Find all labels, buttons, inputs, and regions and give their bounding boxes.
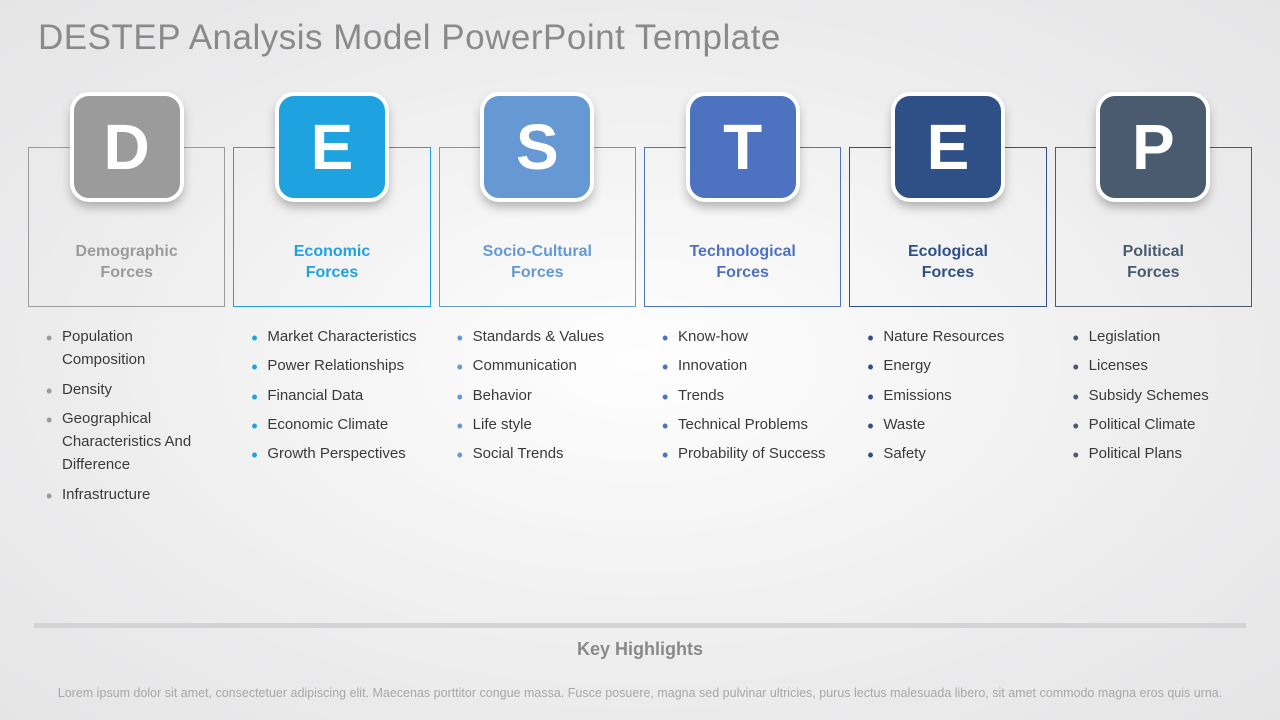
slide-title: DESTEP Analysis Model PowerPoint Templat… <box>38 18 781 58</box>
list-item: Emissions <box>869 384 1040 407</box>
tile-letter: T <box>723 110 762 184</box>
card-box: SSocio-Cultural Forces <box>439 147 636 307</box>
list-item: Subsidy Schemes <box>1075 384 1246 407</box>
card-heading: Socio-Cultural Forces <box>483 242 592 284</box>
list-item: Energy <box>869 354 1040 377</box>
bullet-list: Population Composition Density Geographica… <box>28 325 225 512</box>
list-item: Waste <box>869 413 1040 436</box>
list-item: Nature Resources <box>869 325 1040 348</box>
list-item: Financial Data <box>253 384 424 407</box>
list-item: Communication <box>459 354 630 377</box>
card-box: EEconomic Forces <box>233 147 430 307</box>
letter-tile: P <box>1097 93 1209 201</box>
tile-letter: E <box>311 110 354 184</box>
card-box: DDemographic Forces <box>28 147 225 307</box>
list-item: Trends <box>664 384 835 407</box>
destep-column: EEcological ForcesNature ResourcesEnergy… <box>849 92 1046 512</box>
list-item: Safety <box>869 442 1040 465</box>
bullet-list: Market Characteristics Power Relationship… <box>233 325 430 471</box>
letter-tile: E <box>276 93 388 201</box>
list-item: Market Characteristics <box>253 325 424 348</box>
letter-tile: S <box>481 93 593 201</box>
bullet-list: Nature Resources Energy Emissions Waste Safe… <box>849 325 1046 471</box>
list-item: Growth Perspectives <box>253 442 424 465</box>
list-item: Political Plans <box>1075 442 1246 465</box>
bullet-list: Legislation Licenses Subsidy Schemes Politi… <box>1055 325 1252 471</box>
card-heading: Technological Forces <box>689 242 795 284</box>
list-item: Economic Climate <box>253 413 424 436</box>
list-item: Social Trends <box>459 442 630 465</box>
list-item: Licenses <box>1075 354 1246 377</box>
list-item: Power Relationships <box>253 354 424 377</box>
list-item: Geographical Characteristics And Differe… <box>48 407 219 477</box>
list-item: Know-how <box>664 325 835 348</box>
letter-tile: D <box>71 93 183 201</box>
card-heading: Political Forces <box>1123 242 1184 284</box>
list-item: Legislation <box>1075 325 1246 348</box>
letter-tile: T <box>687 93 799 201</box>
list-item: Density <box>48 378 219 401</box>
card-heading: Ecological Forces <box>908 242 988 284</box>
card-box: EEcological Forces <box>849 147 1046 307</box>
key-highlights-heading: Key Highlights <box>0 639 1280 660</box>
destep-column: PPolitical ForcesLegislationLicensesSubs… <box>1055 92 1252 512</box>
destep-column: DDemographic ForcesPopulation Compositio… <box>28 92 225 512</box>
tile-letter: P <box>1132 110 1175 184</box>
bullet-list: Know-how Innovation Trends Technical Proble… <box>644 325 841 471</box>
letter-tile: E <box>892 93 1004 201</box>
card-box: PPolitical Forces <box>1055 147 1252 307</box>
list-item: Population Composition <box>48 325 219 372</box>
key-highlights-body: Lorem ipsum dolor sit amet, consectetuer… <box>0 684 1280 702</box>
divider-line <box>34 623 1246 628</box>
list-item: Probability of Success <box>664 442 835 465</box>
destep-column: EEconomic ForcesMarket CharacteristicsPo… <box>233 92 430 512</box>
list-item: Political Climate <box>1075 413 1246 436</box>
card-heading: Economic Forces <box>294 242 370 284</box>
list-item: Infrastructure <box>48 483 219 506</box>
tile-letter: D <box>104 110 150 184</box>
list-item: Technical Problems <box>664 413 835 436</box>
destep-column: TTechnological ForcesKnow-howInnovationT… <box>644 92 841 512</box>
list-item: Standards & Values <box>459 325 630 348</box>
list-item: Innovation <box>664 354 835 377</box>
list-item: Behavior <box>459 384 630 407</box>
destep-columns: DDemographic ForcesPopulation Compositio… <box>28 92 1252 512</box>
list-item: Life style <box>459 413 630 436</box>
card-heading: Demographic Forces <box>76 242 178 284</box>
tile-letter: E <box>927 110 970 184</box>
bullet-list: Standards & Values Communication Behavior L… <box>439 325 636 471</box>
tile-letter: S <box>516 110 559 184</box>
card-box: TTechnological Forces <box>644 147 841 307</box>
destep-column: SSocio-Cultural ForcesStandards & Values… <box>439 92 636 512</box>
